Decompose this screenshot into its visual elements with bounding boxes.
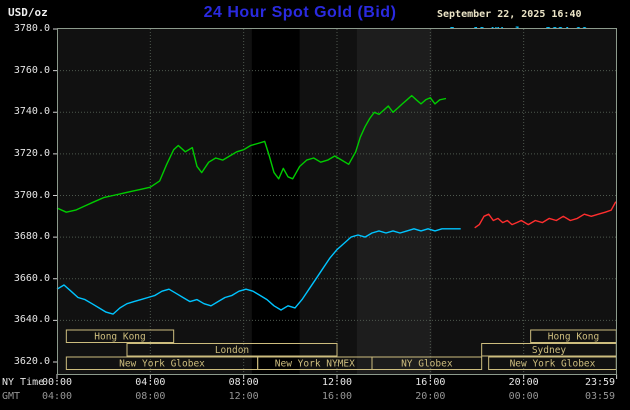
ny-time-caption: NY Time <box>2 377 45 388</box>
series-line-sep-22 <box>56 94 447 213</box>
chart-title: 24 Hour Spot Gold (Bid) <box>203 4 397 21</box>
y-tick-label: 3680.0 <box>13 231 50 243</box>
x-tick-label-ny: 20:00 <box>508 377 539 388</box>
x-tick-label-gmt: 08:00 <box>135 391 166 402</box>
y-tick-label: 3660.0 <box>13 272 50 284</box>
session-label: New York Globex <box>119 359 205 370</box>
session-label: New York NYMEX <box>275 359 355 370</box>
session-label: New York Globex <box>510 359 596 370</box>
x-tick-label-ny: 23:59 <box>584 377 616 388</box>
session-box <box>65 329 175 343</box>
y-tick-label: 3780.0 <box>13 23 50 34</box>
x-tick-label-gmt: 12:00 <box>228 391 259 402</box>
series-line-sep-19-ny-close <box>56 228 461 315</box>
session-band <box>251 29 300 374</box>
session-label: Sydney <box>532 345 567 356</box>
x-tick-label-ny: 00:00 <box>41 377 73 388</box>
session-label: Hong Kong <box>94 332 145 343</box>
session-label: Hong Kong <box>548 332 599 343</box>
x-tick-label-ny: 12:00 <box>321 377 353 388</box>
session-label: London <box>215 345 249 356</box>
y-tick-label: 3760.0 <box>13 64 50 76</box>
plot-border <box>57 28 617 375</box>
x-tick-label-gmt: 16:00 <box>321 391 353 402</box>
x-tick-label-gmt: 04:00 <box>41 391 73 402</box>
x-tick-label-ny: 08:00 <box>228 377 259 388</box>
plot-area: Hong Kong Hong Kong London Sydney New York G… <box>53 28 618 379</box>
y-tick-label: 3720.0 <box>13 147 50 159</box>
gmt-caption: GMT <box>2 391 21 402</box>
y-tick-label: 3740.0 <box>13 106 50 118</box>
x-tick-label-ny: 16:00 <box>415 377 446 388</box>
x-tick-label-ny: 04:00 <box>135 377 166 388</box>
session-box <box>126 343 338 357</box>
y-tick-label: 3700.0 <box>13 189 50 201</box>
y-axis-unit-label: USD/oz <box>8 6 48 19</box>
y-tick-label: 3620.0 <box>13 356 50 367</box>
session-label: NY Globex <box>401 359 453 370</box>
session-box <box>371 356 483 370</box>
y-tick-label: 3640.0 <box>13 314 50 326</box>
x-tick-label-gmt: 00:00 <box>508 391 539 402</box>
series-line-sep-21-sunday <box>474 201 617 229</box>
datetime-label: September 22, 2025 16:40 <box>437 9 582 20</box>
session-band <box>356 29 432 374</box>
x-tick-label-gmt: 03:59 <box>584 391 616 402</box>
x-tick-label-gmt: 20:00 <box>415 391 446 402</box>
